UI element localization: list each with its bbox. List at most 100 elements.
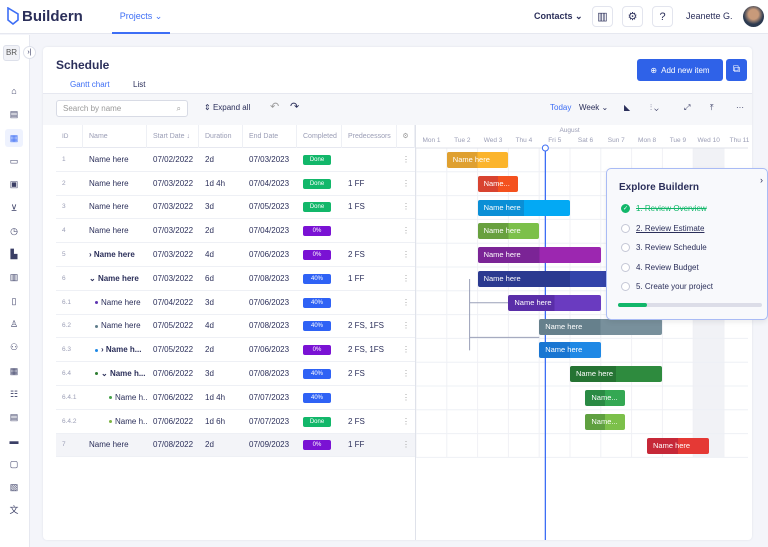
scale-select[interactable]: Week ⌄ [579, 103, 609, 112]
clock-icon[interactable]: ◷ [10, 225, 18, 236]
gantt-bar[interactable]: Name... [585, 413, 626, 430]
col-completed[interactable]: Completed [297, 124, 342, 148]
chevron-right-icon[interactable]: › [101, 345, 106, 355]
col-predecessors[interactable]: Predecessors [342, 124, 397, 148]
row-menu-icon[interactable]: ⋮ [402, 416, 410, 426]
presentation-icon[interactable]: ⌂ [11, 86, 17, 96]
table-row[interactable]: 6.4.2 Name h... 07/06/2022 1d 6h 07/07/2… [56, 410, 415, 434]
add-new-item-button[interactable]: ⊕ Add new item [637, 59, 723, 81]
explore-step[interactable]: 4. Review Budget [621, 262, 699, 272]
row-name[interactable]: Name here [89, 202, 129, 212]
columns-icon[interactable]: ⫶ ⌄ [650, 103, 659, 112]
row-name[interactable]: Name here [83, 298, 147, 307]
explore-step[interactable]: 2. Review Estimate [621, 223, 704, 233]
row-name[interactable]: Name here [89, 440, 129, 450]
col-name[interactable]: Name [83, 124, 147, 148]
explore-step[interactable]: 3. Review Schedule [621, 243, 707, 252]
cart-icon[interactable]: ⊻ [10, 202, 18, 213]
worker-icon[interactable]: ♙ [9, 319, 19, 329]
row-name[interactable]: ⌄ Name h... [83, 369, 147, 378]
row-menu-icon[interactable]: ⋮ [402, 226, 410, 236]
redo-icon[interactable]: ↷ [290, 101, 300, 113]
chevron-right-icon[interactable]: › [760, 175, 763, 185]
table-row[interactable]: 6.4 ⌄ Name h... 07/06/2022 3d 07/08/2023… [56, 362, 415, 386]
collapse-sidebar-icon[interactable]: ›| [23, 46, 36, 59]
avatar[interactable] [743, 6, 764, 27]
building-dollar-icon[interactable]: ▥ [9, 272, 19, 283]
nav-contacts[interactable]: Contacts ⌄ [534, 11, 583, 21]
row-name[interactable]: Name here [83, 321, 147, 330]
search-input[interactable]: Search by name ⌕ [56, 100, 188, 117]
row-name[interactable]: Name h... [83, 393, 147, 402]
gantt-bar[interactable]: Name here [477, 247, 601, 264]
row-menu-icon[interactable]: ⋮ [402, 392, 410, 402]
col-duration[interactable]: Duration [199, 124, 243, 148]
row-menu-icon[interactable]: ⋮ [402, 369, 410, 379]
gantt-bar[interactable]: Name here [539, 342, 601, 359]
export-icon[interactable]: ⤒ [710, 103, 714, 112]
row-menu-icon[interactable]: ⋮ [402, 154, 410, 164]
row-name[interactable]: › Name h... [83, 345, 147, 354]
help-icon[interactable]: ? [652, 6, 673, 27]
document-dollar-icon[interactable]: ▣ [9, 179, 19, 190]
table-row[interactable]: 4 Name here 07/03/2022 2d 07/04/2023 0% … [56, 219, 415, 244]
gantt-bar[interactable]: Name here [570, 366, 663, 383]
table-row[interactable]: 6 ⌄ Name here 07/03/2022 6d 07/08/2023 4… [56, 267, 415, 291]
table-row[interactable]: 6.1 Name here 07/04/2022 3d 07/06/2023 4… [56, 291, 415, 315]
gear-icon[interactable]: ⚙ [622, 6, 643, 27]
printer-icon[interactable]: ▬ [9, 435, 19, 446]
row-menu-icon[interactable]: ⋮ [402, 440, 410, 450]
project-initials[interactable]: BR [3, 45, 20, 61]
table-row[interactable]: 6.2 Name here 07/05/2022 4d 07/08/2023 4… [56, 315, 415, 339]
explore-step[interactable]: ✓ 1. Review Overview [621, 204, 707, 213]
translate-icon[interactable]: 文 [9, 505, 19, 516]
fullscreen-icon[interactable]: ⤢ [684, 103, 691, 112]
gantt-bar[interactable]: Name here [477, 223, 540, 240]
row-name[interactable]: Name h... [83, 417, 147, 426]
more-icon[interactable]: ··· [736, 103, 744, 112]
gantt-bar[interactable]: Name here [477, 199, 570, 216]
gantt-bar[interactable]: Name here [647, 437, 709, 454]
today-button[interactable]: Today [550, 103, 572, 112]
gallery-icon[interactable]: ▧ [9, 482, 19, 493]
row-menu-icon[interactable]: ⋮ [402, 321, 410, 331]
expand-all-button[interactable]: ⇕ Expand all [204, 103, 251, 112]
nav-projects[interactable]: Projects ⌄ [112, 0, 170, 34]
chat-icon[interactable]: ▢ [9, 458, 19, 469]
file-icon[interactable]: ▯ [11, 295, 17, 306]
row-menu-icon[interactable]: ⋮ [402, 345, 410, 355]
row-menu-icon[interactable]: ⋮ [402, 250, 410, 260]
chevron-right-icon[interactable]: › [89, 250, 94, 260]
layers-icon[interactable]: ▭ [9, 155, 19, 166]
explore-step[interactable]: 5. Create your project [621, 282, 713, 291]
table-row[interactable]: 5 › Name here 07/03/2022 4d 07/06/2023 0… [56, 243, 415, 267]
list-check-icon[interactable]: ☷ [9, 388, 19, 399]
row-menu-icon[interactable]: ⋮ [402, 202, 410, 212]
team-icon[interactable]: ⚇ [9, 342, 19, 353]
table-row[interactable]: 6.4.1 Name h... 07/06/2022 1d 4h 07/07/2… [56, 386, 415, 410]
row-menu-icon[interactable]: ⋮ [402, 178, 410, 188]
table-row[interactable]: 6.3 › Name h... 07/05/2022 2d 07/06/2023… [56, 338, 415, 363]
column-settings-icon[interactable]: ⚙ [397, 124, 415, 148]
calendar-icon[interactable]: ▦ [5, 128, 23, 147]
col-end-date[interactable]: End Date [243, 124, 297, 148]
chevron-down-icon[interactable]: ⌄ [101, 369, 110, 379]
table-row[interactable]: 3 Name here 07/03/2022 3d 07/05/2023 Don… [56, 196, 415, 220]
gantt-bar[interactable]: Name here [539, 318, 663, 335]
chevron-down-icon[interactable]: ⌄ [89, 273, 98, 283]
tab-list[interactable]: List [133, 80, 146, 89]
row-name[interactable]: › Name here [89, 250, 135, 260]
bar-chart-icon[interactable]: ▙ [10, 249, 18, 260]
row-name[interactable]: Name here [89, 154, 129, 164]
row-name[interactable]: Name here [89, 178, 129, 188]
table-row[interactable]: 1 Name here 07/02/2022 2d 07/03/2023 Don… [56, 148, 415, 172]
logo[interactable]: Buildern [6, 7, 83, 25]
row-menu-icon[interactable]: ⋮ [402, 297, 410, 307]
gantt-bar[interactable]: Name... [477, 175, 518, 192]
gantt-bar[interactable]: Name here [446, 152, 509, 168]
copy-icon[interactable]: ⧉ [726, 59, 747, 81]
row-name[interactable]: ⌄ Name here [89, 273, 139, 283]
col-id[interactable]: ID [56, 124, 83, 148]
table-row[interactable]: 2 Name here 07/03/2022 1d 4h 07/04/2023 … [56, 172, 415, 196]
table-row[interactable]: 7 Name here 07/08/2022 2d 07/09/2023 0% … [56, 433, 415, 458]
